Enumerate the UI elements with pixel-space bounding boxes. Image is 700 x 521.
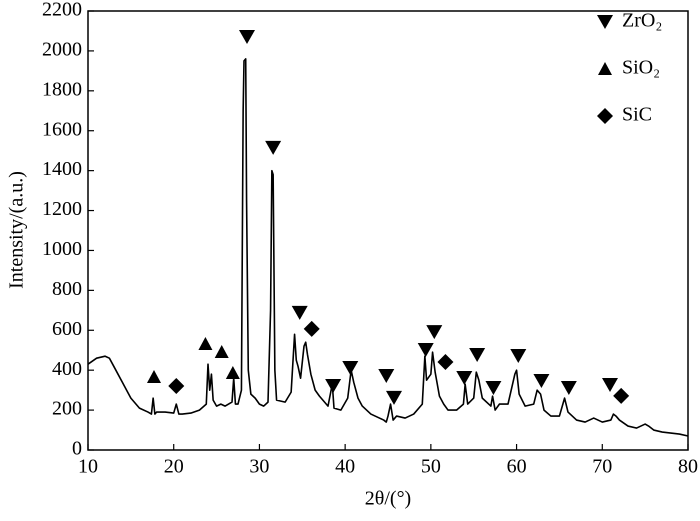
phase-marker [168,377,185,394]
y-tick-label: 1200 [42,198,82,220]
y-tick-label: 400 [52,358,82,380]
pattern-line [87,58,689,437]
phase-marker [303,320,320,337]
phase-marker [560,380,577,395]
plot-frame [87,10,689,451]
y-tick-label: 2000 [42,39,82,61]
legend-label: ZrO₂ [622,10,662,32]
y-tick-label: 1400 [42,158,82,180]
phase-marker [485,380,502,395]
phase-marker [426,325,443,340]
phase-marker [325,378,342,393]
phase-marker [291,305,308,320]
y-tick-label: 2200 [42,0,82,21]
y-tick-label: 0 [72,438,82,460]
phase-marker [225,365,240,379]
y-tick-label: 600 [52,318,82,340]
phase-marker [510,349,527,364]
y-tick-label: 200 [52,398,82,420]
x-axis-label: 2θ/(°) [365,488,411,510]
x-tick-label: 70 [592,456,612,478]
legend-marker [597,108,613,124]
phase-marker [533,373,550,388]
phase-marker [613,387,630,404]
legend-marker [598,62,612,75]
phase-marker [456,370,473,385]
phase-marker [214,345,229,359]
y-tick-label: 1000 [42,238,82,260]
legend-label: SiO₂ [622,57,660,79]
x-tick-label: 80 [678,456,698,478]
x-tick-label: 20 [164,456,184,478]
y-tick-label: 800 [52,278,82,300]
phase-marker [469,348,486,363]
phase-marker [147,369,161,383]
phase-marker [342,360,359,375]
legend-marker [597,15,613,29]
y-axis-label: Intensity/(a.u.) [6,171,28,289]
x-tick-label: 30 [249,456,269,478]
phase-marker [378,368,395,383]
x-tick-label: 50 [421,456,441,478]
x-tick-label: 40 [335,456,355,478]
x-tick-label: 10 [78,456,98,478]
y-tick-label: 1600 [42,118,82,140]
phase-marker [198,337,213,351]
phase-marker [239,29,255,44]
x-tick-label: 60 [507,456,527,478]
phase-marker [437,354,454,371]
phase-marker [417,343,434,358]
phase-marker [386,390,402,405]
phase-marker [265,140,282,155]
phase-marker [602,377,618,392]
legend-label: SiC [622,104,652,126]
y-tick-label: 1800 [42,78,82,100]
